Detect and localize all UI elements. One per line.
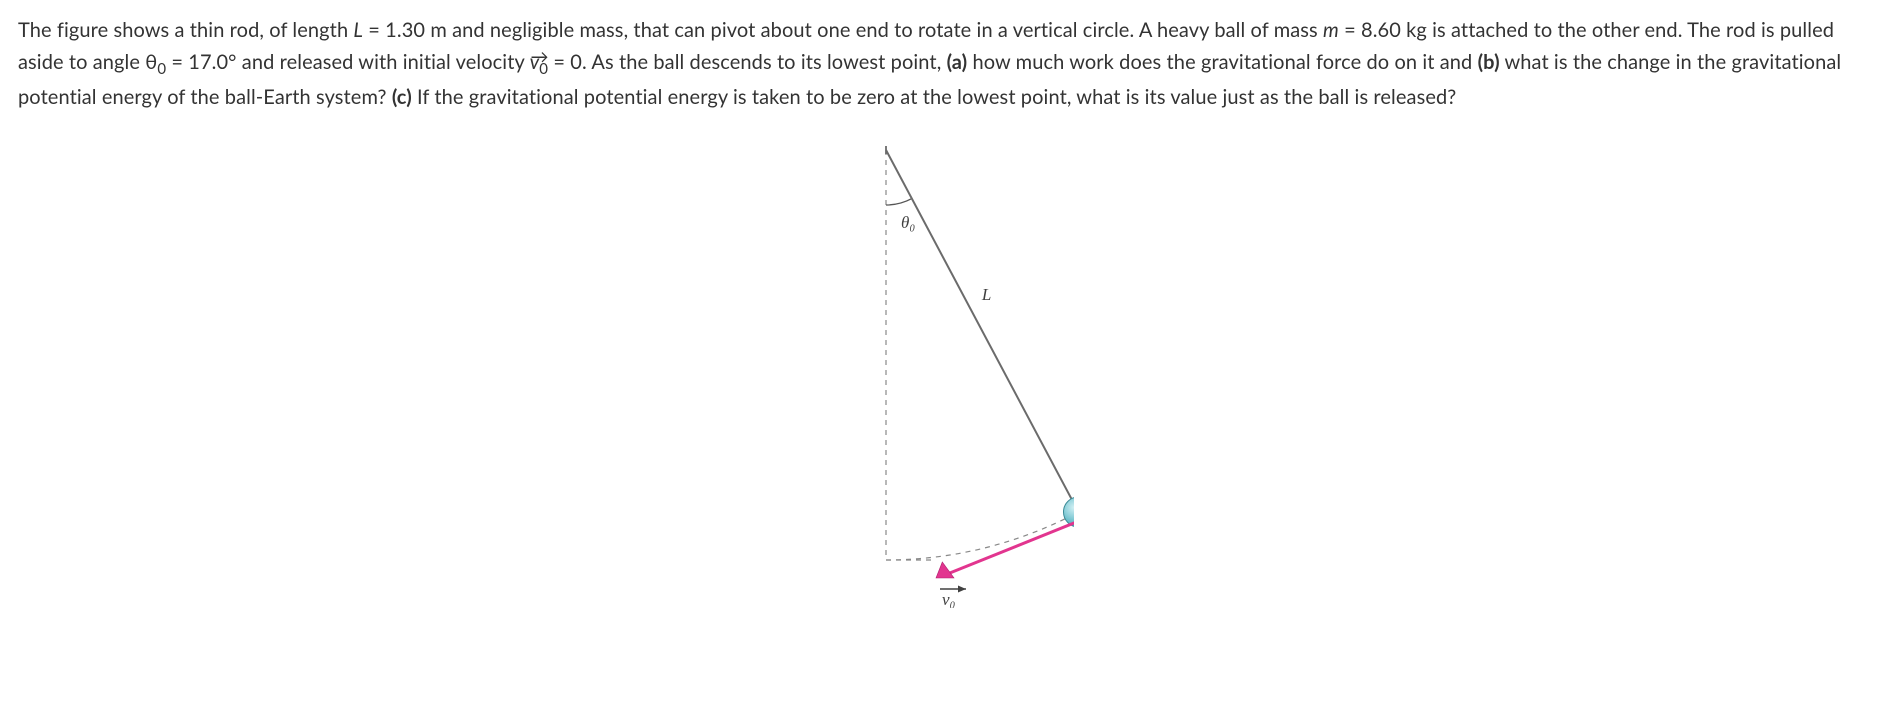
var-m: m bbox=[1323, 18, 1339, 42]
text-segment: The figure shows a thin rod, of length bbox=[18, 18, 353, 42]
text-segment: If the gravitational potential energy is… bbox=[412, 85, 1457, 109]
text-segment: = 17.0° and released with initial veloci… bbox=[166, 50, 529, 74]
velocity-triangle-icon bbox=[936, 562, 954, 578]
text-segment: = 0. As the ball descends to its lowest … bbox=[548, 50, 946, 74]
theta-label: θ₀ bbox=[901, 213, 915, 232]
triangle-connector bbox=[941, 522, 1074, 576]
swing-arc bbox=[886, 512, 1074, 560]
problem-text: The figure shows a thin rod, of length L… bbox=[18, 14, 1870, 113]
pendulum-figure: θ₀Lmv₀ bbox=[814, 138, 1074, 608]
part-c-label: (c) bbox=[392, 85, 412, 109]
figure-container: θ₀Lmv₀ bbox=[18, 138, 1870, 608]
rod bbox=[886, 150, 1074, 512]
v0-label: v₀ bbox=[942, 590, 956, 608]
vector-arrow-icon: → bbox=[531, 42, 549, 71]
subscript-zero: 0 bbox=[157, 60, 166, 78]
vector-v0: →v bbox=[530, 50, 540, 74]
angle-arc bbox=[886, 199, 912, 205]
text-segment: = 1.30 m and negligible mass, that can p… bbox=[363, 18, 1323, 42]
part-a-label: (a) bbox=[947, 50, 968, 74]
text-segment: how much work does the gravitational for… bbox=[967, 50, 1477, 74]
part-b-label: (b) bbox=[1478, 50, 1500, 74]
v0-arrow-head-icon bbox=[958, 586, 966, 593]
var-L: L bbox=[353, 18, 363, 42]
length-label: L bbox=[981, 285, 991, 304]
